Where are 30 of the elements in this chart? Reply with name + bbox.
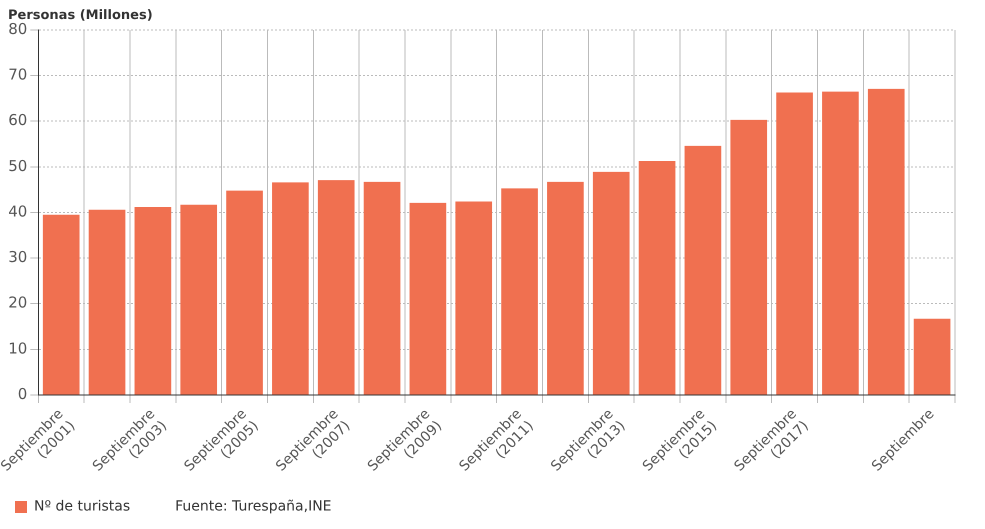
- bar: [410, 202, 446, 394]
- y-tick-label: 20: [8, 294, 28, 312]
- bar: [638, 160, 676, 394]
- bar: [272, 182, 309, 394]
- bar: [501, 188, 538, 394]
- bar: [226, 190, 263, 394]
- bar: [455, 202, 492, 394]
- bar: [88, 210, 126, 394]
- bar: [547, 182, 584, 394]
- y-tick-label: 60: [8, 111, 28, 130]
- y-tick-label: 50: [8, 156, 28, 175]
- y-tick-label: 70: [8, 66, 28, 84]
- y-tick-label: 10: [8, 339, 28, 358]
- bar: [180, 204, 218, 394]
- bar: [868, 88, 905, 394]
- bar: [592, 172, 630, 394]
- source-note: Fuente: Turespaña,INE: [175, 498, 332, 515]
- bar: [776, 92, 813, 394]
- bar: [730, 120, 768, 394]
- bar: [684, 146, 722, 394]
- y-tick-label: 30: [8, 248, 28, 266]
- bar: [42, 214, 80, 394]
- y-tick-label: 40: [8, 202, 28, 220]
- bar: [914, 318, 950, 394]
- bar: [364, 182, 400, 394]
- bar: [134, 207, 172, 394]
- bar: [822, 92, 859, 394]
- bar: [318, 180, 355, 394]
- y-tick-label: 0: [18, 384, 28, 403]
- legend-label: Nº de turistas: [34, 498, 130, 515]
